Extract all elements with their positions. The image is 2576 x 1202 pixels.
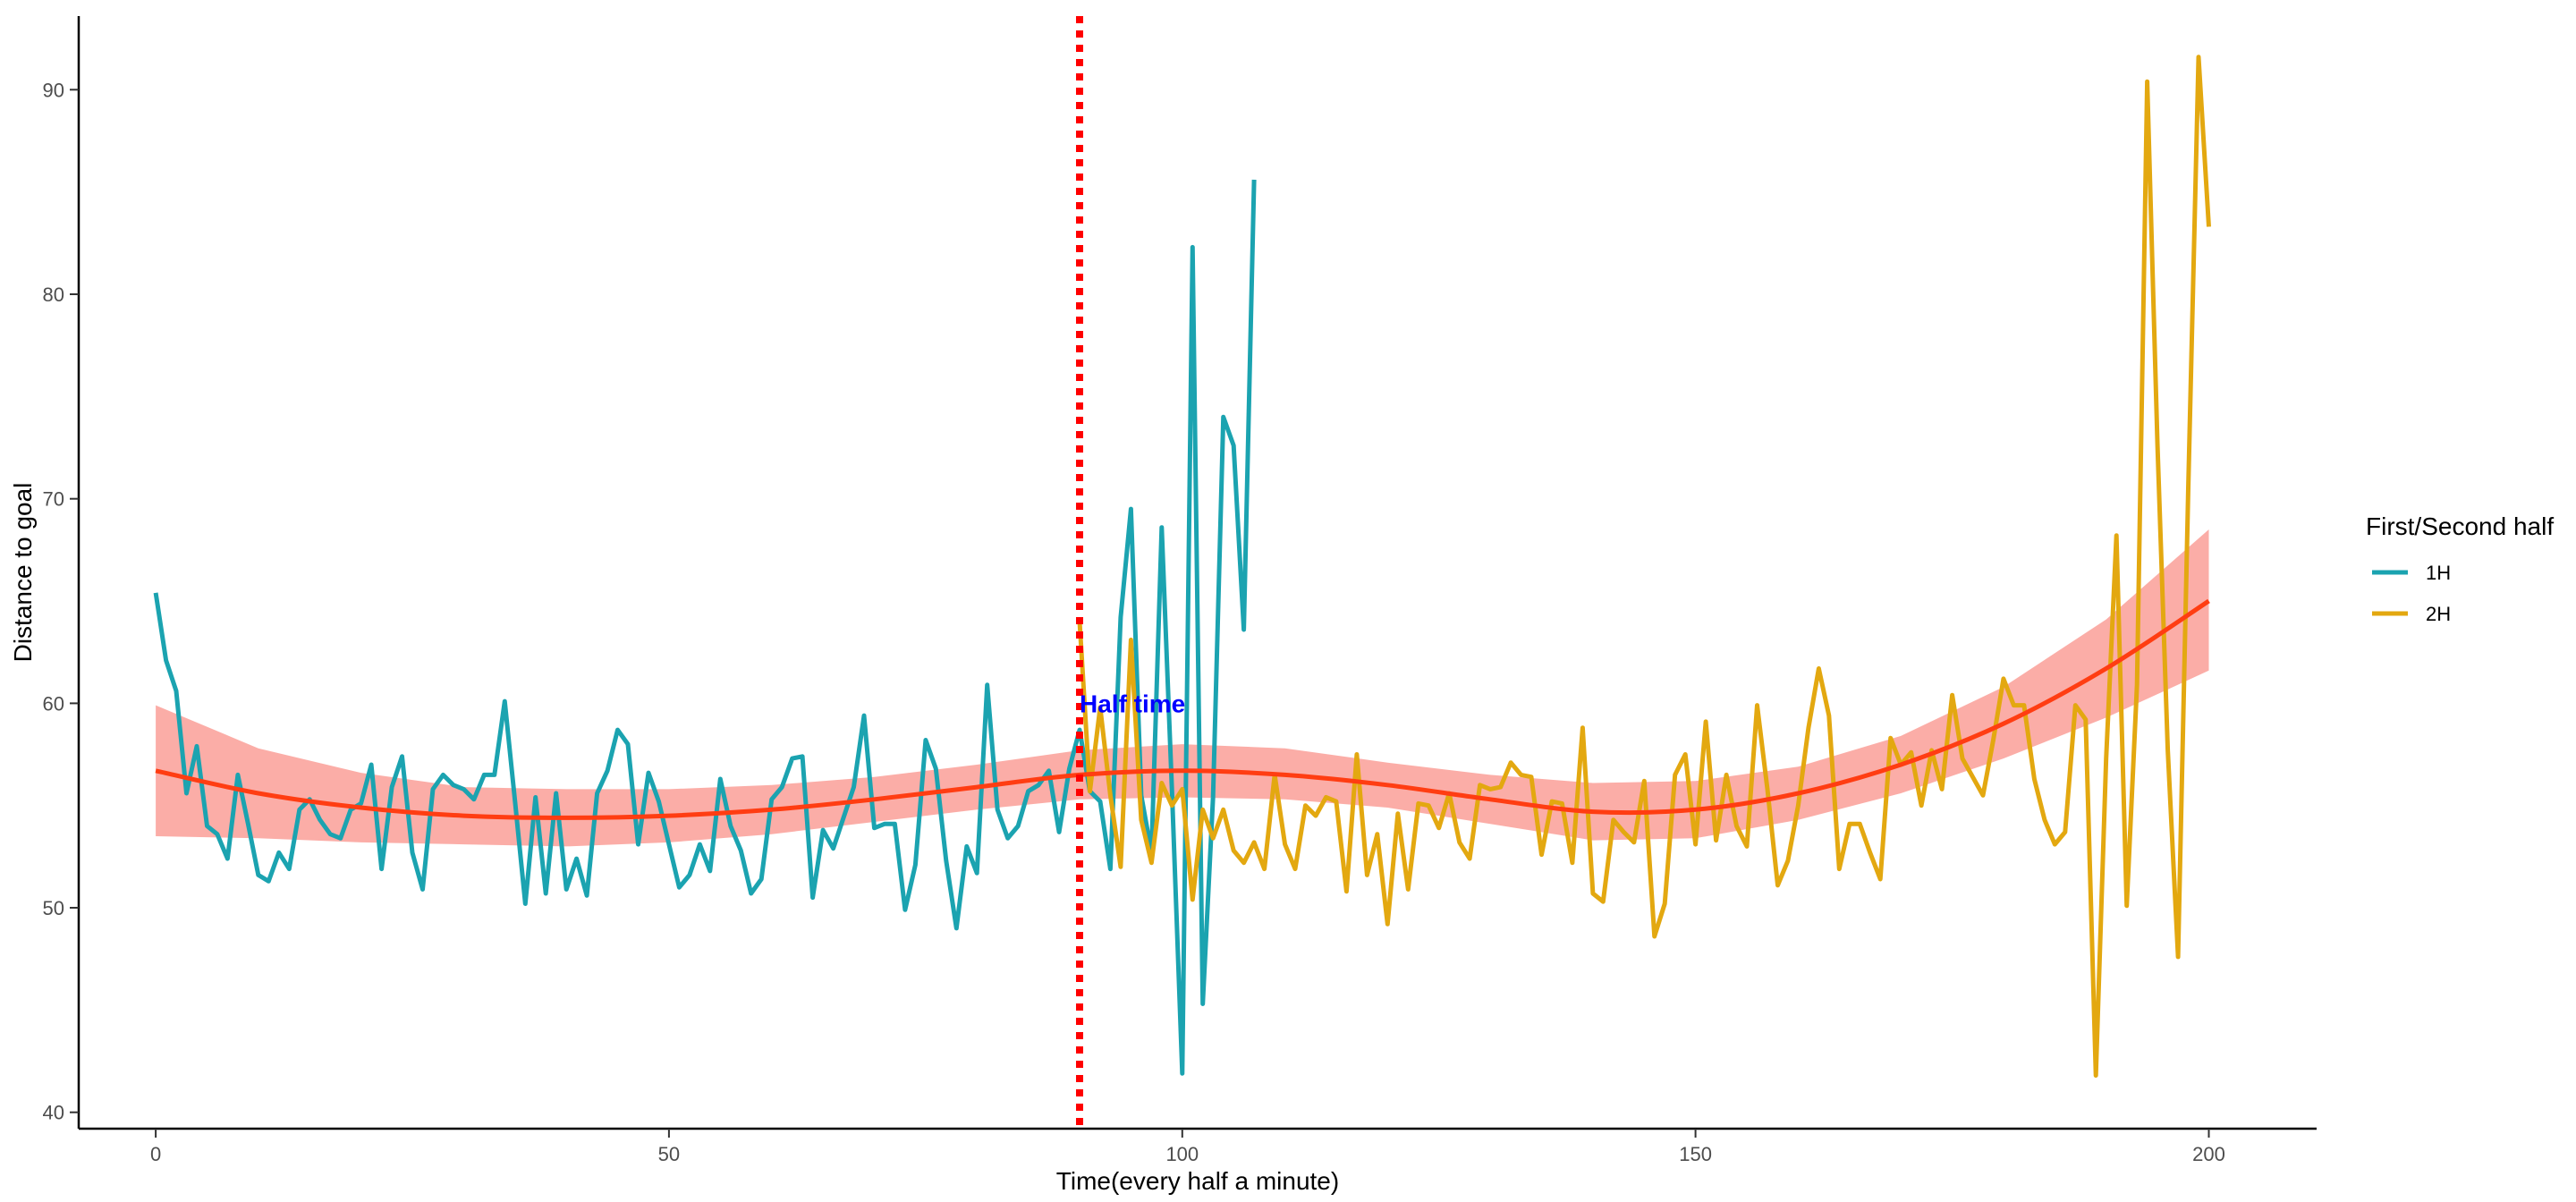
series-line-2H <box>1077 55 2211 1078</box>
x-tick-label: 200 <box>2192 1143 2225 1165</box>
legend-label-2H: 2H <box>2426 603 2451 625</box>
legend-label-1H: 1H <box>2426 562 2451 584</box>
y-tick-label: 40 <box>43 1102 64 1124</box>
y-tick-label: 50 <box>43 897 64 919</box>
x-tick-label: 150 <box>1679 1143 1712 1165</box>
legend: First/Second half 1H 2H <box>2366 512 2554 625</box>
smooth-line-layer <box>155 598 2210 820</box>
confidence-band <box>156 529 2209 847</box>
legend-entries: 1H 2H <box>2372 562 2451 625</box>
x-tick-label: 50 <box>658 1143 680 1165</box>
axes: 0 50 100 150 200 40 50 60 70 80 90 <box>43 16 2317 1165</box>
legend-title: First/Second half <box>2366 512 2554 540</box>
x-tick-label: 0 <box>150 1143 161 1165</box>
x-tick-label: 100 <box>1165 1143 1199 1165</box>
x-axis-title: Time(every half a minute) <box>1056 1167 1339 1195</box>
half-time-annotation: Half time <box>1080 690 1185 717</box>
confidence-band-layer <box>156 529 2209 847</box>
y-axis-title: Distance to goal <box>9 483 37 663</box>
smooth-fit-line <box>155 598 2210 820</box>
y-tick-label: 90 <box>43 79 64 101</box>
y-tick-label: 80 <box>43 284 64 306</box>
series-line-1H <box>153 179 1257 1076</box>
y-tick-label: 70 <box>43 488 64 511</box>
y-tick-label: 60 <box>43 692 64 715</box>
series-layer <box>153 55 2211 1078</box>
annotation-layer: Half time <box>1080 690 1185 717</box>
